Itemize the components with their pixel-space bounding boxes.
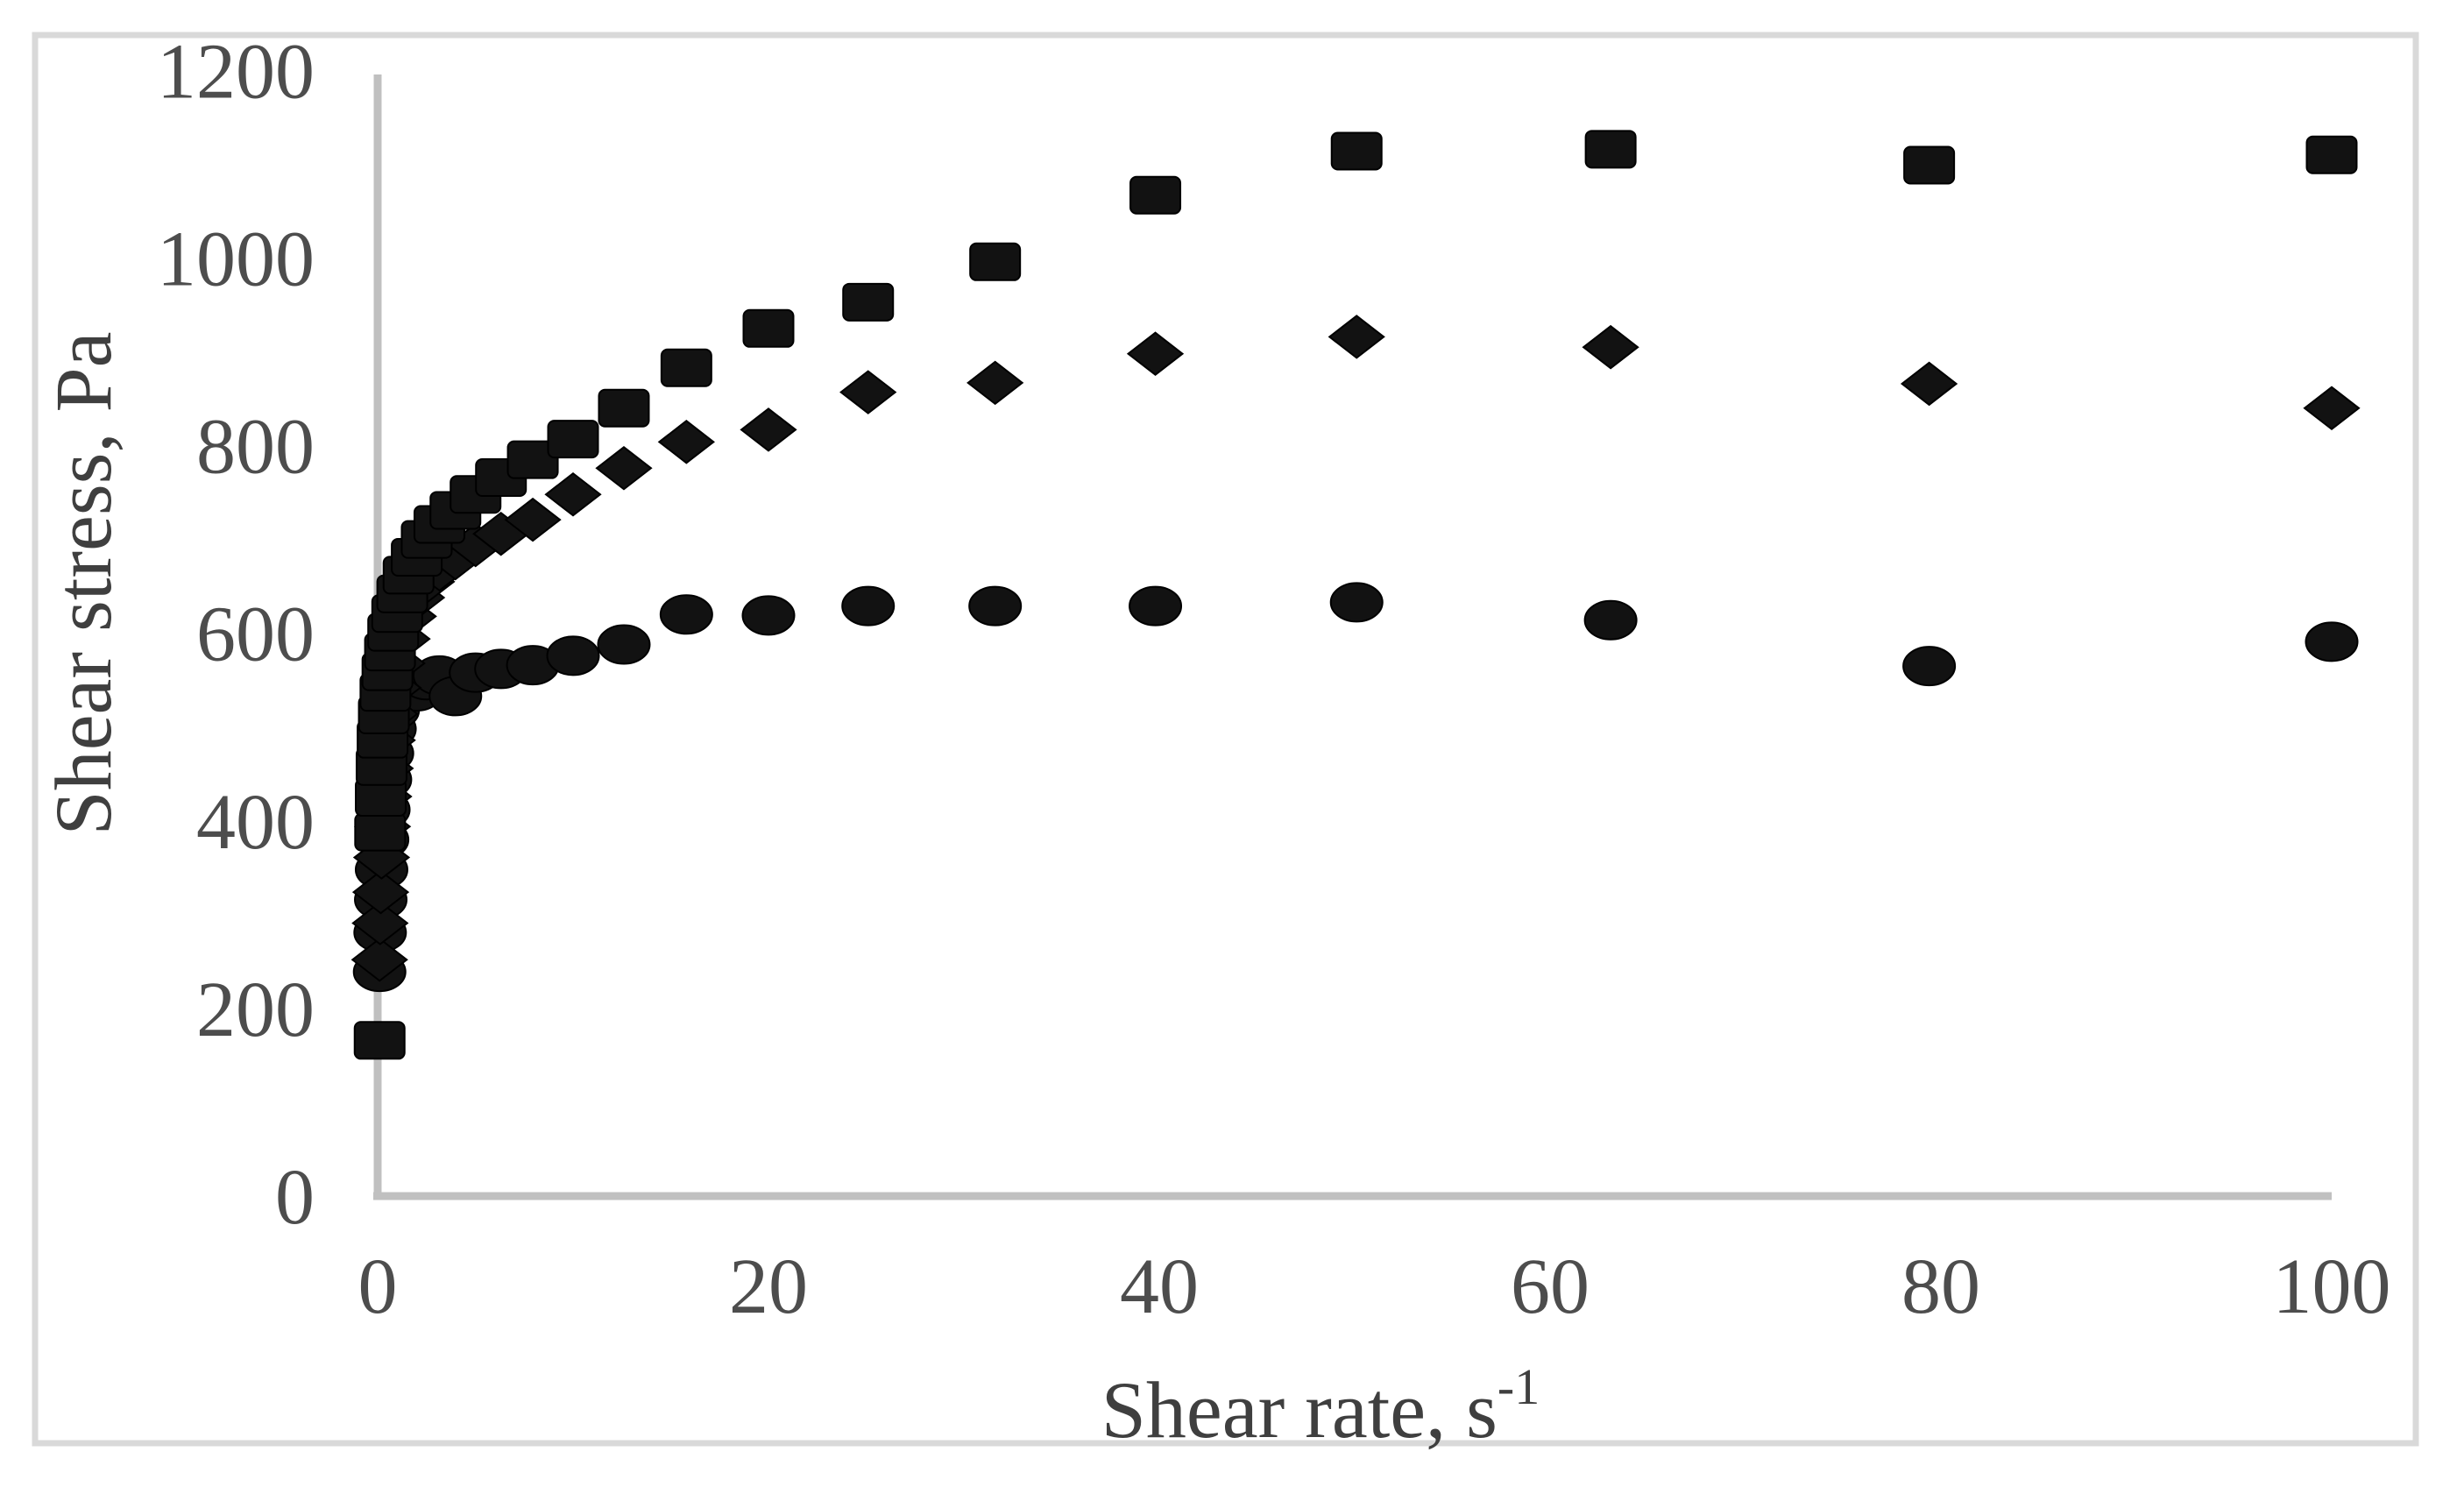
circle-data-point [1583,599,1638,641]
x-tick-label: 0 [358,1243,398,1330]
square-data-point [1903,145,1956,185]
y-tick-label: 200 [196,967,315,1053]
circle-data-point [841,585,896,627]
diamond-data-point [1900,361,1958,407]
circle-data-point [659,594,713,635]
circle-data-point [1129,585,1183,627]
square-data-point [353,1021,406,1060]
diamond-data-point [657,420,715,464]
x-tick-label: 100 [2273,1243,2391,1330]
diamond-data-point [740,407,797,452]
square-data-point [354,812,407,852]
x-axis-title: Shear rate, s-1 [1101,1358,1540,1455]
circle-data-point [546,635,600,676]
diamond-data-point [595,446,653,491]
y-tick-label: 400 [196,779,315,866]
diamond-data-point [1328,315,1385,359]
square-data-point [547,420,599,459]
y-tick-label: 1000 [157,216,315,303]
diamond-data-point [839,370,897,414]
x-axis-title-superscript: -1 [1498,1358,1540,1415]
diamond-data-point [1582,324,1639,370]
square-data-point [969,242,1022,281]
y-tick-label: 600 [196,591,315,678]
square-data-point [842,282,895,322]
square-data-point [506,440,559,479]
y-axis-title: Shear stress, Pa [39,332,128,836]
x-tick-label: 40 [1120,1243,1199,1330]
square-data-point [598,388,650,428]
diamond-data-point [351,901,409,945]
diamond-data-point [1126,331,1185,376]
circle-data-point [1902,646,1957,687]
figure-border [32,32,2419,1447]
data-series-layer [350,130,2361,1060]
diamond-data-point [351,869,410,915]
y-tick-label: 1200 [157,28,315,115]
x-axis-title-base: Shear rate, s [1101,1365,1498,1455]
circle-data-point [1329,582,1384,623]
diamond-data-point [504,497,562,542]
x-axis-tick-labels: 0 20 40 60 80 100 [358,1243,2391,1330]
series-circles [352,582,2359,993]
circle-data-point [968,585,1023,627]
circle-data-point [597,624,651,665]
square-data-point [1330,131,1383,171]
x-tick-label: 20 [729,1243,808,1330]
series-diamonds [350,315,2361,982]
x-tick-label: 60 [1511,1243,1590,1330]
square-data-point [2305,135,2358,174]
y-axis-tick-labels: 0 200 400 600 800 1000 1200 [157,28,315,1241]
circle-data-point [741,595,796,636]
diamond-data-point [966,360,1024,406]
y-tick-label: 0 [275,1154,315,1241]
x-tick-label: 80 [1901,1243,1980,1330]
square-data-point [660,348,712,387]
series-squares [353,130,2358,1060]
diamond-data-point [350,937,408,982]
square-data-point [1129,175,1182,215]
square-data-point [1584,130,1637,169]
circle-data-point [2305,621,2359,662]
y-tick-label: 800 [196,404,315,491]
square-data-point [742,308,795,348]
diamond-data-point [2303,386,2361,431]
diamond-data-point [544,472,602,517]
